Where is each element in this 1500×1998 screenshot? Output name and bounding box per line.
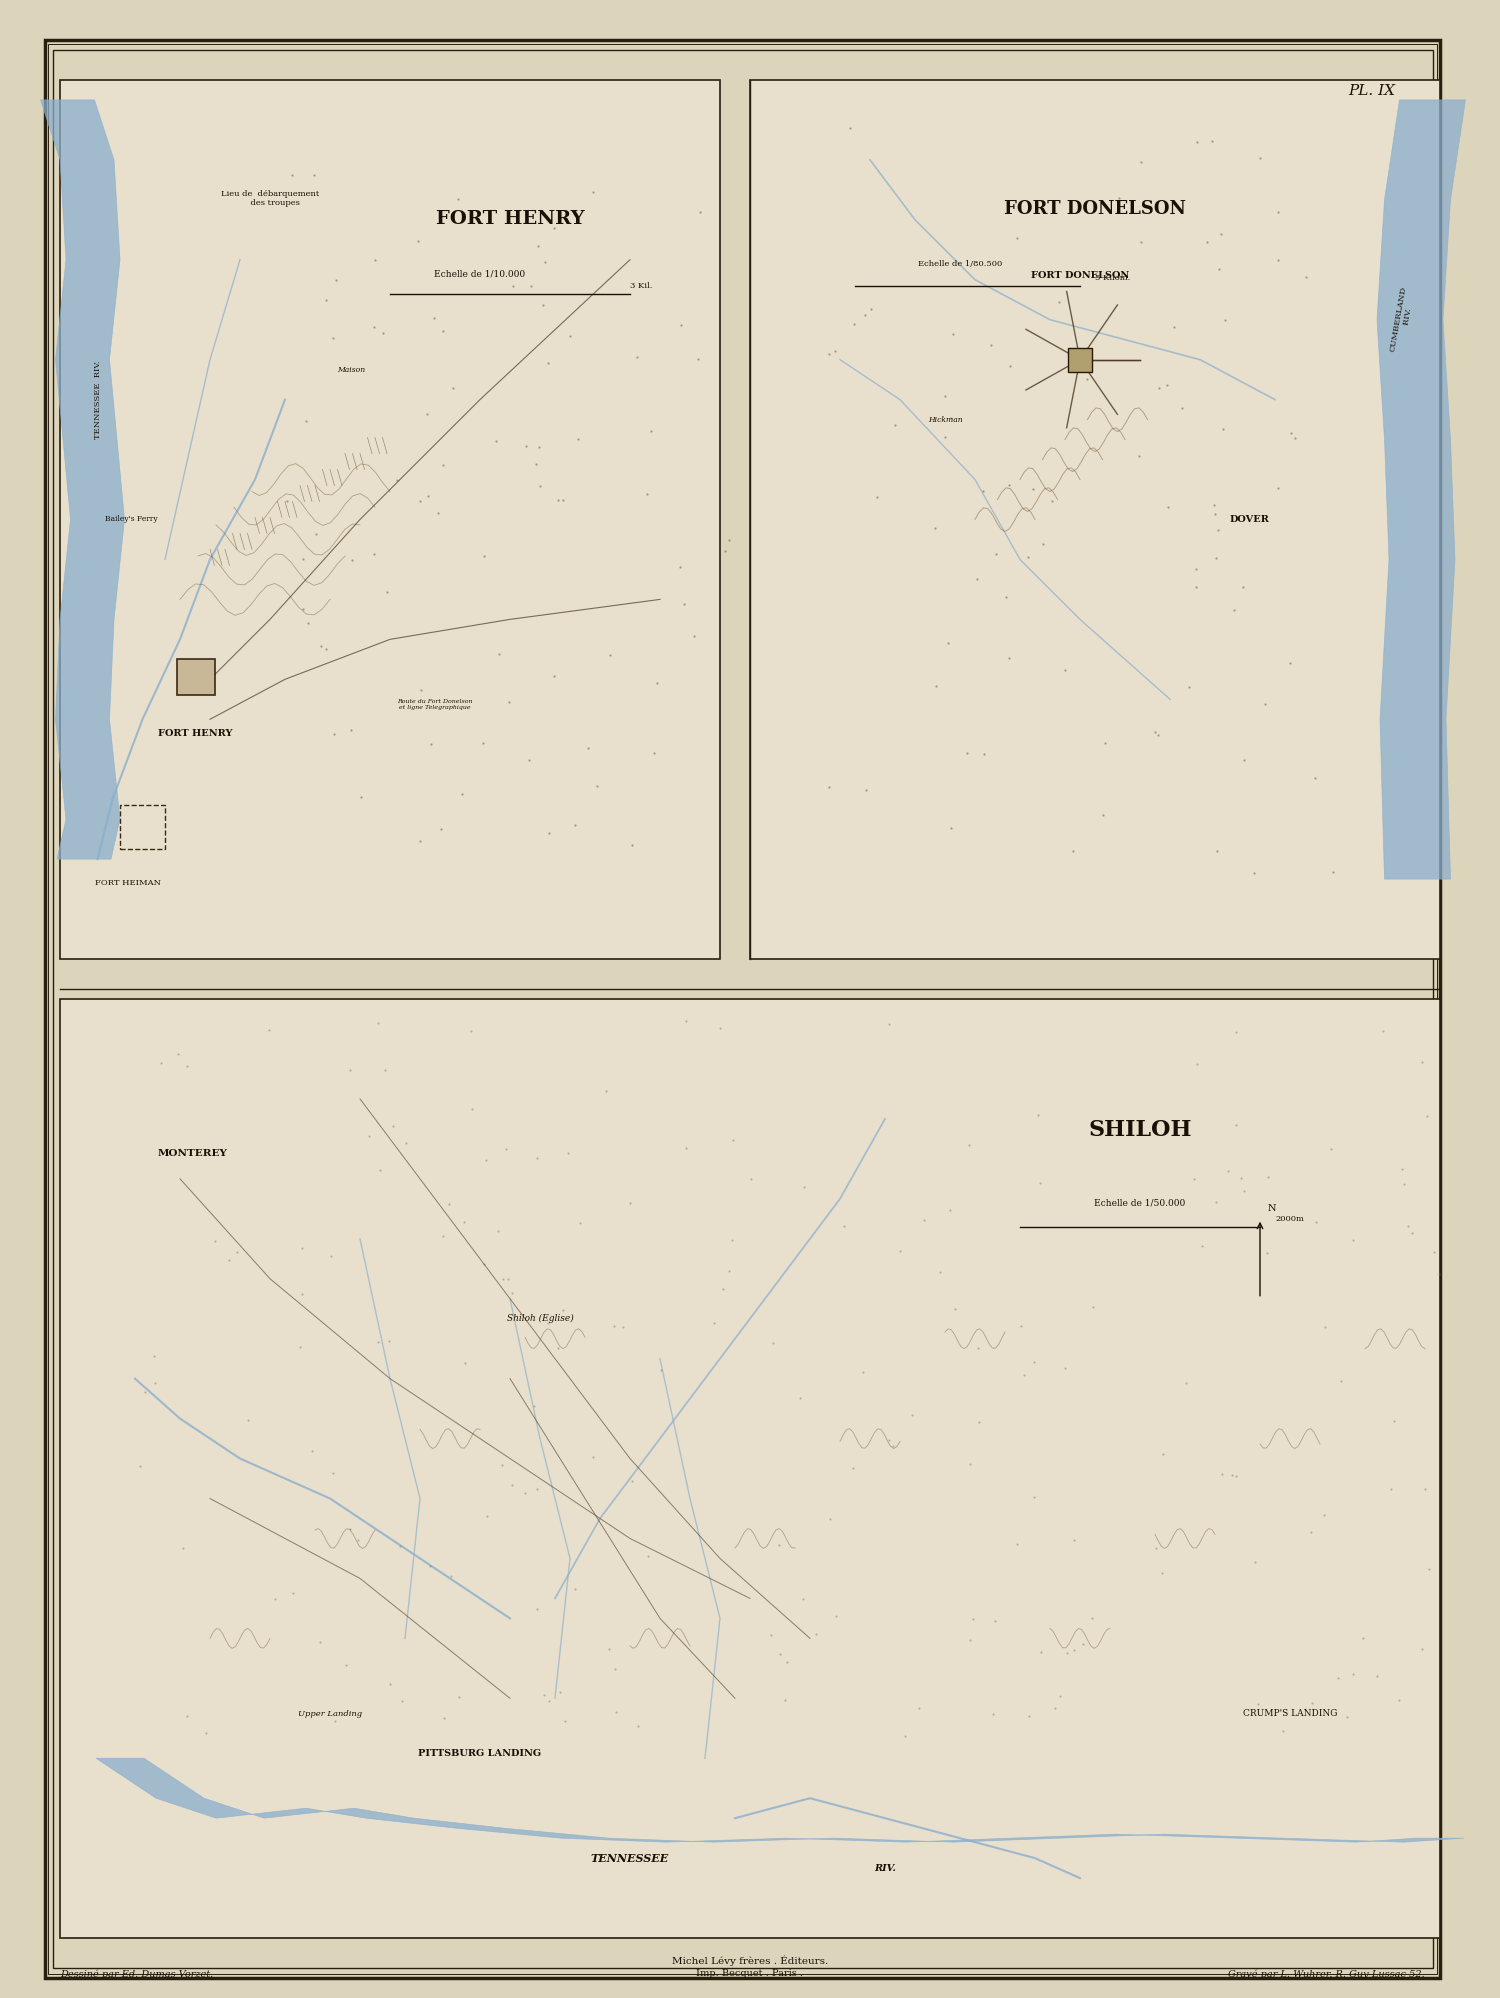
Text: N: N — [1268, 1205, 1276, 1213]
Text: SHILOH: SHILOH — [1088, 1119, 1191, 1141]
Text: Imp. Becquet . Paris .: Imp. Becquet . Paris . — [696, 1968, 804, 1978]
Text: MONTEREY: MONTEREY — [158, 1149, 228, 1159]
Text: Echelle de 1/50.000: Echelle de 1/50.000 — [1095, 1199, 1185, 1209]
Text: Lieu de  débarquement
    des troupes: Lieu de débarquement des troupes — [220, 190, 320, 208]
Bar — [177, 659, 214, 695]
Bar — [750, 80, 1440, 959]
Text: TENNESSEE: TENNESSEE — [591, 1852, 669, 1864]
Text: FORT DONELSON: FORT DONELSON — [1030, 270, 1130, 280]
Text: Upper Landing: Upper Landing — [298, 1710, 362, 1718]
Text: Echelle de 1/10.000: Echelle de 1/10.000 — [435, 270, 525, 280]
Polygon shape — [40, 100, 125, 859]
Text: Dessiné par Ed. Dumas Vorzet.: Dessiné par Ed. Dumas Vorzet. — [60, 1970, 213, 1978]
Polygon shape — [96, 1758, 1464, 1842]
Text: Shiloh (Eglise): Shiloh (Eglise) — [507, 1315, 573, 1323]
Text: PITTSBURG LANDING: PITTSBURG LANDING — [419, 1748, 542, 1758]
Text: FORT HEIMAN: FORT HEIMAN — [94, 879, 160, 887]
Text: FORT HENRY: FORT HENRY — [158, 729, 232, 739]
Bar — [60, 999, 1440, 1938]
Text: CRUMP'S LANDING: CRUMP'S LANDING — [1242, 1708, 1338, 1718]
Text: Maison: Maison — [338, 366, 366, 374]
Text: CUMBERLAND
   RIV.: CUMBERLAND RIV. — [1389, 286, 1416, 354]
Text: 2000m: 2000m — [1275, 1215, 1304, 1223]
Text: DOVER: DOVER — [1230, 515, 1270, 523]
Text: RIV.: RIV. — [874, 1864, 896, 1872]
Polygon shape — [1377, 100, 1466, 879]
Text: PL. IX: PL. IX — [1348, 84, 1395, 98]
Text: Route du Fort Donelson
et ligne Telegraphique: Route du Fort Donelson et ligne Telegrap… — [398, 699, 472, 709]
Text: Hickman: Hickman — [927, 416, 963, 424]
Text: Michel Lévy frères . Éditeurs.: Michel Lévy frères . Éditeurs. — [672, 1956, 828, 1966]
Text: FORT DONELSON: FORT DONELSON — [1004, 200, 1186, 218]
Text: Bailey's Ferry: Bailey's Ferry — [105, 515, 158, 523]
Text: TENNESSEE  RIV.: TENNESSEE RIV. — [93, 360, 102, 440]
Text: FORT HENRY: FORT HENRY — [435, 210, 585, 228]
Text: Gravé par L. Wuhrer, R. Guy-Lussac 52.: Gravé par L. Wuhrer, R. Guy-Lussac 52. — [1228, 1970, 1425, 1978]
Text: Echelle de 1/80.500: Echelle de 1/80.500 — [918, 260, 1002, 268]
Bar — [1068, 348, 1092, 372]
Text: 3 Kil.: 3 Kil. — [630, 282, 652, 290]
Bar — [60, 80, 720, 959]
Text: 5 Kilom.: 5 Kilom. — [1095, 274, 1131, 282]
Bar — [120, 805, 165, 849]
